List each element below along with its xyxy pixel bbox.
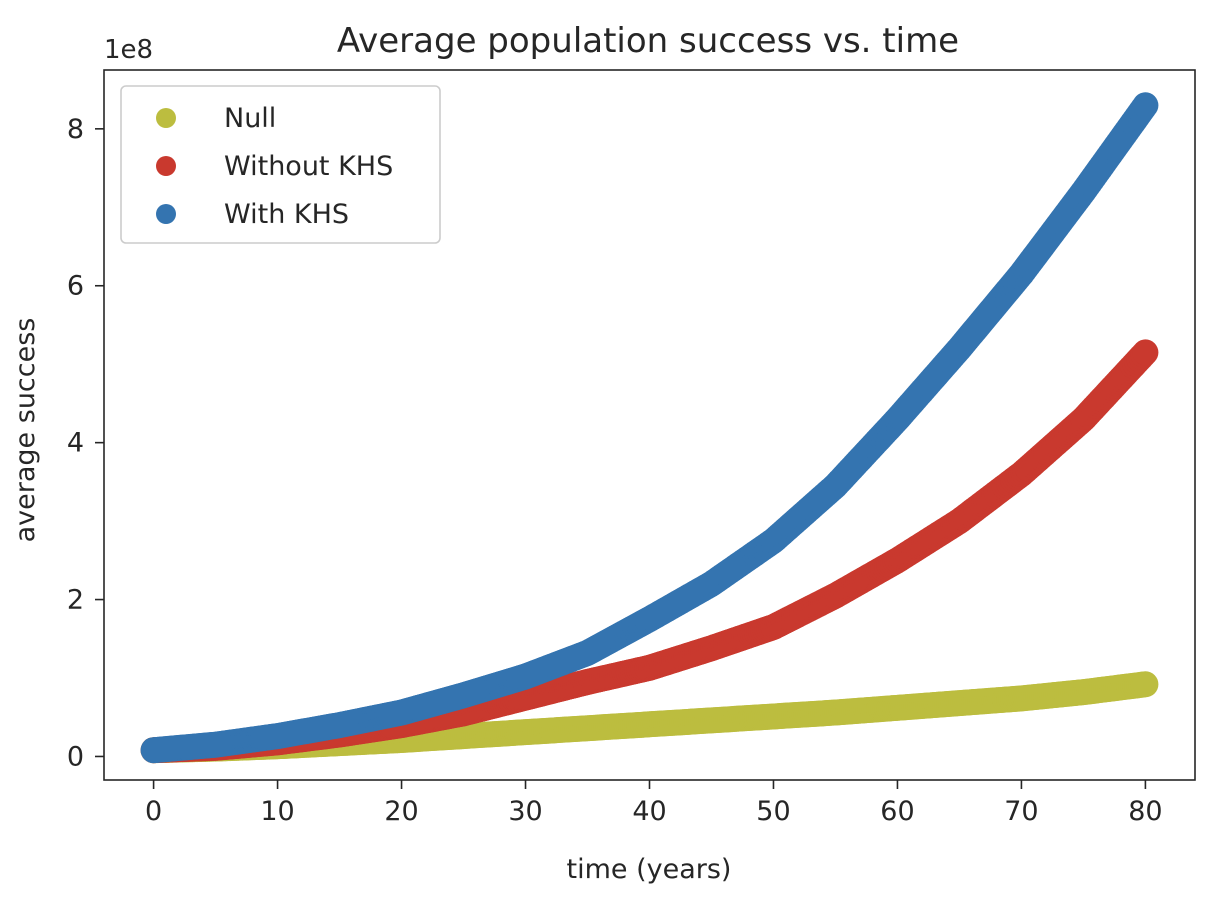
x-axis-label: time (years)	[567, 854, 732, 885]
legend-marker	[156, 204, 176, 224]
y-axis: 0 2 4 6 8	[67, 114, 104, 772]
legend-marker	[156, 156, 176, 176]
legend-label: Without KHS	[224, 151, 393, 182]
y-tick-label: 4	[67, 428, 84, 459]
chart-title: Average population success vs. time	[337, 21, 959, 61]
legend-label: Null	[224, 103, 276, 134]
legend-frame	[120, 85, 441, 244]
y-tick-label: 2	[67, 585, 84, 616]
data-point	[1132, 671, 1159, 698]
data-point	[1132, 339, 1159, 366]
x-tick-label: 0	[145, 796, 162, 827]
data-points	[140, 92, 1159, 764]
y-axis-label: average success	[10, 318, 41, 543]
x-tick-label: 60	[880, 796, 914, 827]
x-tick-label: 40	[632, 796, 666, 827]
legend-marker	[156, 108, 176, 128]
x-tick-label: 70	[1004, 796, 1038, 827]
y-tick-label: 0	[67, 741, 84, 772]
x-tick-label: 20	[384, 796, 418, 827]
y-tick-label: 8	[67, 114, 84, 145]
x-tick-label: 10	[260, 796, 294, 827]
y-offset-label: 1e8	[104, 35, 153, 65]
legend-label: With KHS	[224, 199, 349, 230]
x-tick-label: 50	[756, 796, 790, 827]
x-tick-label: 30	[508, 796, 542, 827]
data-point	[1132, 92, 1159, 119]
y-tick-label: 6	[67, 271, 84, 302]
series-with-khs	[140, 92, 1159, 764]
x-axis: 0 10 20 30 40 50 60 70 80	[145, 780, 1163, 827]
x-tick-label: 80	[1128, 796, 1162, 827]
legend: Null Without KHS With KHS	[120, 85, 441, 244]
